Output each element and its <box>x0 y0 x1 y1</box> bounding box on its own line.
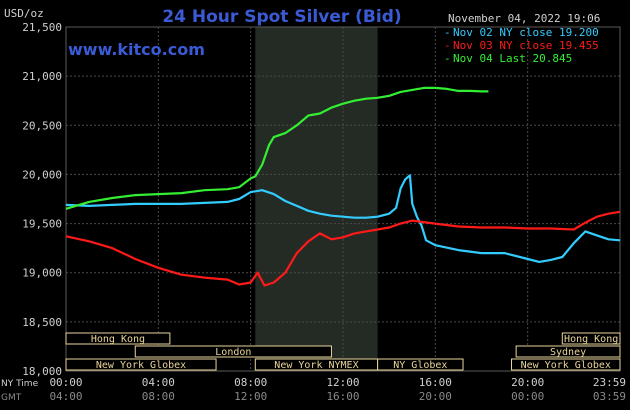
legend-marker: - <box>444 26 451 39</box>
x-tick-label: 04:00 <box>49 390 82 403</box>
plot-frame <box>65 26 621 372</box>
session-label-europe: Sydney <box>550 347 586 358</box>
session-label-asia: Hong Kong <box>564 334 618 345</box>
x-tick-label: 16:00 <box>419 376 452 389</box>
session-bar-asia <box>65 332 171 345</box>
session-bar-ny <box>65 358 217 371</box>
x-tick-label: 12:00 <box>326 376 359 389</box>
series-line-0 <box>65 174 621 263</box>
session-bar-ny <box>377 358 464 371</box>
y-tick-label: 21,500 <box>22 21 62 34</box>
session-label-asia: Hong Kong <box>91 334 145 345</box>
y-tick-label: 19,500 <box>22 218 62 231</box>
x-tick-label: 16:00 <box>326 390 359 403</box>
x-tick-label: 08:00 <box>234 376 267 389</box>
x-axis-row-label: GMT <box>1 393 22 403</box>
legend-marker: - <box>444 39 451 52</box>
session-bar-europe <box>134 345 332 358</box>
legend-marker: - <box>444 52 451 65</box>
website-link[interactable]: www.kitco.com <box>68 40 205 59</box>
y-tick-label: 19,000 <box>22 267 62 280</box>
x-tick-label: 20:00 <box>419 390 452 403</box>
session-bar-asia <box>561 332 621 345</box>
y-tick-label: 18,000 <box>22 365 62 378</box>
session-label-ny: New York Globex <box>521 360 611 371</box>
legend-entry: Nov 02 NY close 19.200 <box>453 26 599 39</box>
session-label-ny: New York Globex <box>96 360 186 371</box>
x-tick-label: 08:00 <box>142 390 175 403</box>
legend-entry: Nov 03 NY close 19.455 <box>453 39 599 52</box>
y-tick-label: 20,000 <box>22 168 62 181</box>
legend-entry: Nov 04 Last 20.845 <box>453 52 572 65</box>
session-bar-ny <box>511 358 621 371</box>
x-tick-label: 12:00 <box>234 390 267 403</box>
x-tick-label: 00:00 <box>511 390 544 403</box>
session-label-ny: New York NYMEX <box>274 360 358 371</box>
y-tick-label: 18,500 <box>22 316 62 329</box>
chart-datetime: November 04, 2022 19:06 <box>448 12 600 25</box>
series-line-1 <box>65 210 621 287</box>
x-axis-row-label: NY Time <box>1 379 39 389</box>
x-tick-label: 03:59 <box>593 390 626 403</box>
series-line-2 <box>65 86 489 210</box>
y-axis-units: USD/oz <box>4 7 44 20</box>
session-bar-europe <box>515 345 621 358</box>
y-tick-label: 21,000 <box>22 70 62 83</box>
y-tick-label: 20,500 <box>22 119 62 132</box>
session-label-ny: NY Globex <box>393 360 447 371</box>
trading-session-shade <box>255 27 378 371</box>
session-label-europe: London <box>215 347 251 358</box>
x-tick-label: 23:59 <box>593 376 626 389</box>
chart-title: 24 Hour Spot Silver (Bid) <box>162 7 401 27</box>
x-tick-label: 00:00 <box>49 376 82 389</box>
x-tick-label: 20:00 <box>511 376 544 389</box>
chart-legend: - Nov 02 NY close 19.200- Nov 03 NY close … <box>444 26 599 65</box>
x-tick-label: 04:00 <box>142 376 175 389</box>
